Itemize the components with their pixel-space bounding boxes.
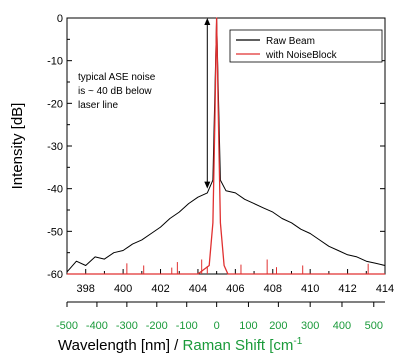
ase-annotation: typical ASE noise is ~ 40 dB below laser… [78, 18, 211, 189]
x-tick-label: 412 [338, 283, 356, 295]
annotation-arrow-head-top [204, 18, 211, 25]
x-tick-label: 402 [151, 283, 169, 295]
raman-tick-label: 200 [269, 320, 287, 332]
x-axis-label-raman: Raman Shift [cm [183, 337, 294, 354]
y-tick-label: -10 [47, 56, 63, 68]
raman-tick-label: -200 [146, 320, 168, 332]
y-tick-label: -40 [47, 184, 63, 196]
x-tick-label: 410 [301, 283, 319, 295]
legend-label-raw-beam: Raw Beam [266, 36, 315, 47]
raman-tick-labels: -500 -400 -300 -200 -100 0 100 200 300 400 500 [56, 320, 383, 332]
legend: Raw Beam with NoiseBlock [229, 29, 383, 63]
raman-tick-label: 300 [301, 320, 319, 332]
x-axis-label: Wavelength [nm] / Raman Shift [cm-1 [58, 336, 303, 354]
series-raw-beam-line [66, 17, 386, 273]
x-axis-label-separator: / [170, 337, 183, 354]
annotation-line-1: typical ASE noise [78, 72, 156, 83]
raman-shift-axis [66, 301, 385, 307]
y-tick-label: 0 [57, 13, 63, 25]
x-tick-label: 408 [264, 283, 282, 295]
y-tick-label: -50 [47, 226, 63, 238]
x-tick-label: 414 [376, 283, 394, 295]
legend-label-noiseblock: with NoiseBlock [265, 50, 338, 61]
annotation-line-3: laser line [78, 100, 118, 111]
legend-box [229, 29, 383, 63]
raman-tick-label: 0 [214, 320, 220, 332]
x-tick-label: 398 [77, 283, 95, 295]
annotation-line-2: is ~ 40 dB below [78, 86, 152, 97]
y-tick-label: -60 [47, 269, 63, 281]
y-tick-label: -30 [47, 141, 63, 153]
raman-tick-label: 100 [239, 320, 257, 332]
x-tick-labels: 398 400 402 404 406 408 410 412 414 [77, 283, 395, 295]
x-axis-label-raman-superscript: -1 [293, 336, 302, 347]
series-noiseblock-line [67, 17, 385, 275]
x-tick-label: 404 [189, 283, 207, 295]
y-tick-label: -20 [47, 98, 63, 110]
raman-tick-label: -100 [176, 320, 198, 332]
raman-tick-label: -300 [116, 320, 138, 332]
raman-tick-label: 400 [333, 320, 351, 332]
x-tick-label: 400 [114, 283, 132, 295]
x-tick-label: 406 [226, 283, 244, 295]
raman-tick-label: -400 [86, 320, 108, 332]
raman-tick-label: 500 [365, 320, 383, 332]
y-tick-labels: 0 -10 -20 -30 -40 -50 -60 [47, 13, 63, 281]
y-axis-label: Intensity [dB] [9, 103, 26, 190]
raman-tick-label: -500 [56, 320, 78, 332]
x-axis-label-wavelength: Wavelength [nm] [58, 337, 170, 354]
annotation-arrow-head-bottom [204, 181, 211, 189]
series-layer [66, 17, 386, 275]
